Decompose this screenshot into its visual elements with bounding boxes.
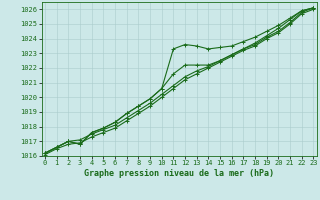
X-axis label: Graphe pression niveau de la mer (hPa): Graphe pression niveau de la mer (hPa) (84, 169, 274, 178)
